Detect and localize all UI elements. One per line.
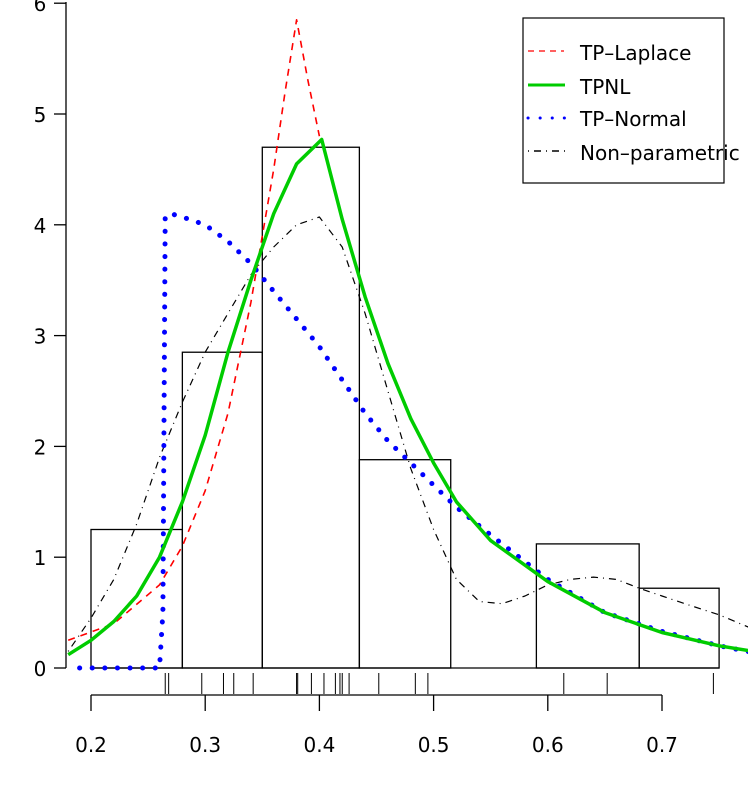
normal-curve xyxy=(77,211,748,671)
legend: TP–Laplace TPNL TP–Normal Non–parametric xyxy=(522,17,740,184)
legend-label-tpnl: TPNL xyxy=(579,75,631,99)
histogram-bar xyxy=(90,528,184,669)
tpnl-curve xyxy=(67,137,748,657)
legend-label-laplace: TP–Laplace xyxy=(579,41,691,65)
laplace-curve xyxy=(67,18,321,642)
x-tick-label: 0.3 xyxy=(189,733,221,757)
y-axis: 0 1 2 3 4 5 6 xyxy=(34,0,67,681)
x-tick-label: 0.7 xyxy=(646,733,678,757)
histogram-bars xyxy=(90,146,720,669)
y-tick-label: 0 xyxy=(34,657,47,681)
y-tick-label: 3 xyxy=(34,325,47,349)
x-tick-label: 0.5 xyxy=(418,733,450,757)
histogram-bar xyxy=(358,459,452,669)
histogram-bar xyxy=(535,543,640,669)
x-tick-label: 0.4 xyxy=(303,733,335,757)
y-tick-label: 6 xyxy=(34,0,47,16)
rug-plot xyxy=(164,673,714,694)
x-axis: 0.2 0.3 0.4 0.5 0.6 0.7 xyxy=(75,694,678,757)
y-tick-label: 4 xyxy=(34,214,47,238)
y-tick-label: 5 xyxy=(34,103,47,127)
y-tick-label: 1 xyxy=(34,546,47,570)
legend-box xyxy=(522,17,725,184)
y-tick-label: 2 xyxy=(34,435,47,459)
nonparametric-curve xyxy=(67,216,748,652)
legend-label-nonparametric: Non–parametric xyxy=(580,141,740,165)
legend-label-normal: TP–Normal xyxy=(579,107,687,131)
x-tick-label: 0.2 xyxy=(75,733,107,757)
histogram-bar xyxy=(181,351,263,669)
x-tick-label: 0.6 xyxy=(532,733,564,757)
density-curves xyxy=(67,18,748,671)
